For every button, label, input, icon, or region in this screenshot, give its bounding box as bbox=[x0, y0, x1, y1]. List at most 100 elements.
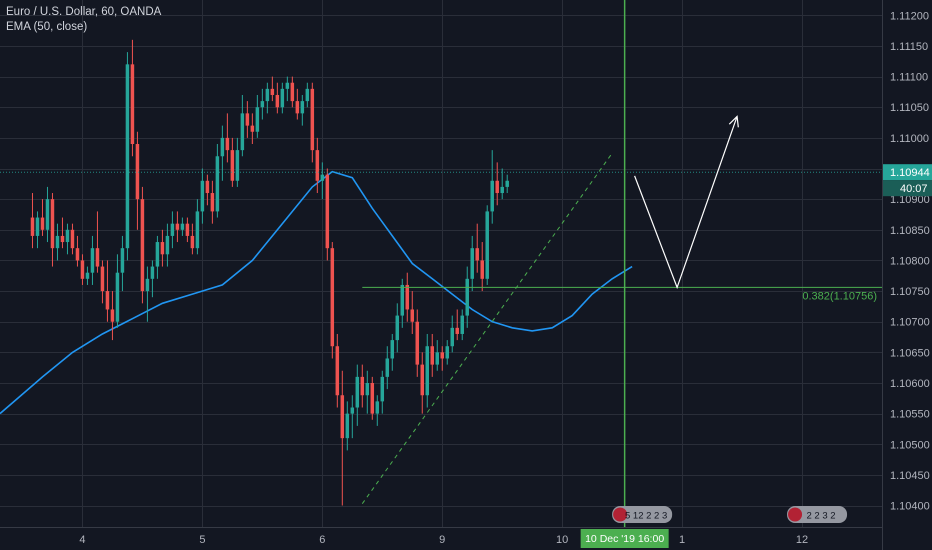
candle-body bbox=[485, 211, 489, 279]
y-tick-label: 1.11100 bbox=[890, 72, 928, 84]
candle-body bbox=[155, 242, 160, 267]
x-tick-label: 5 bbox=[199, 534, 205, 546]
candle-body bbox=[260, 101, 265, 108]
candle-body bbox=[100, 266, 105, 292]
candle-body bbox=[200, 180, 205, 212]
y-tick-label: 1.10800 bbox=[890, 255, 930, 267]
candle-body bbox=[420, 364, 425, 396]
candle-body bbox=[495, 180, 499, 194]
candle-body bbox=[170, 223, 175, 236]
candle-body bbox=[60, 235, 65, 243]
economic-event-badge[interactable]: 5 12 2 2 3 bbox=[612, 506, 673, 523]
candle-body bbox=[130, 64, 135, 145]
candle-body bbox=[395, 315, 400, 341]
candle-body bbox=[350, 407, 355, 414]
y-tick-label: 1.10550 bbox=[890, 409, 930, 421]
candle-body bbox=[265, 88, 270, 102]
candle-body bbox=[300, 101, 305, 114]
candle-body bbox=[80, 260, 85, 279]
candle-body bbox=[365, 382, 370, 396]
candle-body bbox=[35, 217, 40, 236]
candle-body bbox=[445, 346, 449, 359]
candle-body bbox=[475, 248, 479, 261]
candle-body bbox=[245, 113, 250, 126]
candle-body bbox=[175, 223, 180, 230]
candle-body bbox=[335, 346, 340, 396]
crosshair-time-label: 10 Dec '19 16:00 bbox=[585, 533, 664, 545]
candle-body bbox=[325, 174, 330, 249]
x-tick-label: 12 bbox=[796, 534, 808, 546]
candle-body bbox=[140, 199, 145, 292]
ema-line bbox=[0, 170, 633, 415]
candle-body bbox=[405, 284, 410, 310]
candle-body bbox=[390, 340, 395, 359]
us-flag-icon bbox=[613, 507, 628, 522]
candle-body bbox=[435, 352, 440, 365]
candle-body bbox=[250, 125, 255, 132]
ema-indicator-label[interactable]: EMA (50, close) bbox=[6, 21, 88, 33]
candle-body bbox=[185, 223, 190, 236]
candle-body bbox=[205, 180, 210, 194]
candle-body bbox=[255, 107, 260, 132]
chart-legend: Euro / U.S. Dollar, 60, OANDA EMA (50, c… bbox=[6, 5, 161, 35]
us-flag-icon bbox=[788, 507, 803, 522]
candle-body bbox=[85, 272, 90, 279]
candle-body bbox=[385, 358, 390, 377]
crosshair-time-tag bbox=[580, 529, 669, 548]
x-tick-label: 10 bbox=[556, 534, 568, 546]
candle-body bbox=[415, 321, 420, 365]
candle-body bbox=[410, 309, 415, 322]
projection-path[interactable] bbox=[634, 116, 738, 290]
candle-body bbox=[305, 88, 310, 102]
candle-body bbox=[30, 217, 35, 236]
y-tick-label: 1.10900 bbox=[890, 194, 930, 206]
candle-body bbox=[340, 395, 345, 439]
candle-body bbox=[465, 278, 469, 316]
candle-body bbox=[285, 82, 290, 89]
y-tick-label: 1.11200 bbox=[890, 10, 929, 22]
event-badge-bg bbox=[612, 506, 673, 523]
candle-body bbox=[240, 113, 245, 151]
y-tick-label: 1.11150 bbox=[890, 41, 928, 53]
candle-body bbox=[115, 272, 120, 322]
candle-body bbox=[440, 352, 444, 359]
y-tick-label: 1.10450 bbox=[890, 470, 930, 482]
y-tick-label: 1.10500 bbox=[890, 439, 930, 451]
x-tick-label: 6 bbox=[319, 534, 325, 546]
candle-body bbox=[460, 315, 464, 334]
symbol-title[interactable]: Euro / U.S. Dollar, 60, OANDA bbox=[6, 6, 162, 18]
candle-body bbox=[230, 150, 235, 181]
price-axis[interactable] bbox=[882, 0, 932, 550]
countdown-tag bbox=[883, 180, 932, 197]
event-badge-text: 5 12 2 2 3 bbox=[625, 511, 667, 522]
candle-body bbox=[210, 193, 215, 212]
candle-body bbox=[110, 309, 115, 322]
candle-body bbox=[430, 346, 435, 365]
candle-body bbox=[215, 156, 220, 212]
candle-body bbox=[40, 217, 45, 230]
candle-body bbox=[425, 346, 430, 396]
candle-body bbox=[95, 248, 100, 267]
candle-body bbox=[275, 94, 280, 108]
candle-body bbox=[490, 180, 494, 212]
economic-event-badge[interactable]: 2 2 3 2 bbox=[787, 506, 848, 523]
candle-body bbox=[370, 382, 375, 414]
current-price-value: 1.10944 bbox=[890, 167, 930, 179]
candle-body bbox=[45, 199, 50, 230]
candle-body bbox=[105, 291, 110, 310]
y-tick-label: 1.11000 bbox=[890, 133, 929, 145]
fib-level-label: 0.382(1.10756) bbox=[802, 290, 877, 302]
candle-body bbox=[135, 144, 140, 200]
countdown-value: 40:07 bbox=[900, 183, 928, 195]
candle-body bbox=[380, 376, 385, 402]
candle-body bbox=[480, 260, 484, 279]
y-tick-label: 1.10850 bbox=[890, 225, 930, 237]
candle-body bbox=[75, 248, 80, 261]
x-tick-label: 1 bbox=[679, 534, 685, 546]
candle-body bbox=[450, 327, 454, 347]
candle-body bbox=[295, 101, 300, 114]
candle-body bbox=[235, 150, 240, 181]
y-tick-label: 1.10400 bbox=[890, 501, 930, 513]
candle-body bbox=[180, 223, 185, 230]
